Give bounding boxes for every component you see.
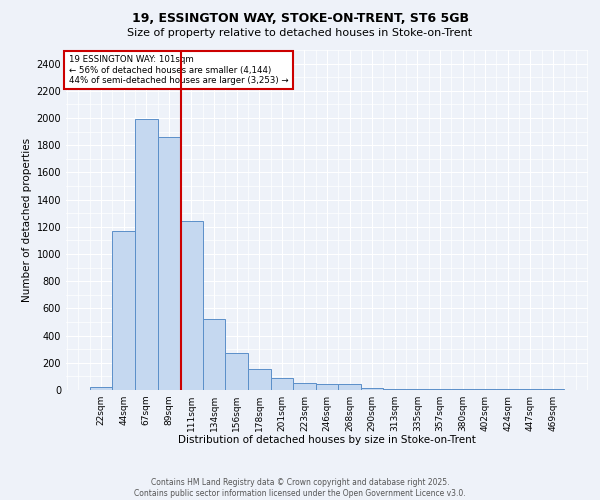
Text: Contains HM Land Registry data © Crown copyright and database right 2025.
Contai: Contains HM Land Registry data © Crown c… [134, 478, 466, 498]
Bar [112, 231, 135, 390]
Text: 19, ESSINGTON WAY, STOKE-ON-TRENT, ST6 5GB: 19, ESSINGTON WAY, STOKE-ON-TRENT, ST6 5… [131, 12, 469, 26]
Text: 19 ESSINGTON WAY: 101sqm
← 56% of detached houses are smaller (4,144)
44% of sem: 19 ESSINGTON WAY: 101sqm ← 56% of detach… [68, 55, 288, 85]
Bar [293, 382, 316, 390]
Bar [203, 320, 226, 390]
Bar [338, 384, 361, 390]
Text: Size of property relative to detached houses in Stoke-on-Trent: Size of property relative to detached ho… [127, 28, 473, 38]
Bar [90, 386, 112, 390]
Bar [271, 378, 293, 390]
Y-axis label: Number of detached properties: Number of detached properties [22, 138, 32, 302]
Bar [248, 369, 271, 390]
Bar [316, 384, 338, 390]
Bar [226, 354, 248, 390]
X-axis label: Distribution of detached houses by size in Stoke-on-Trent: Distribution of detached houses by size … [178, 436, 476, 446]
Bar [158, 137, 180, 390]
Bar [180, 222, 203, 390]
Bar [135, 120, 158, 390]
Bar [361, 388, 383, 390]
